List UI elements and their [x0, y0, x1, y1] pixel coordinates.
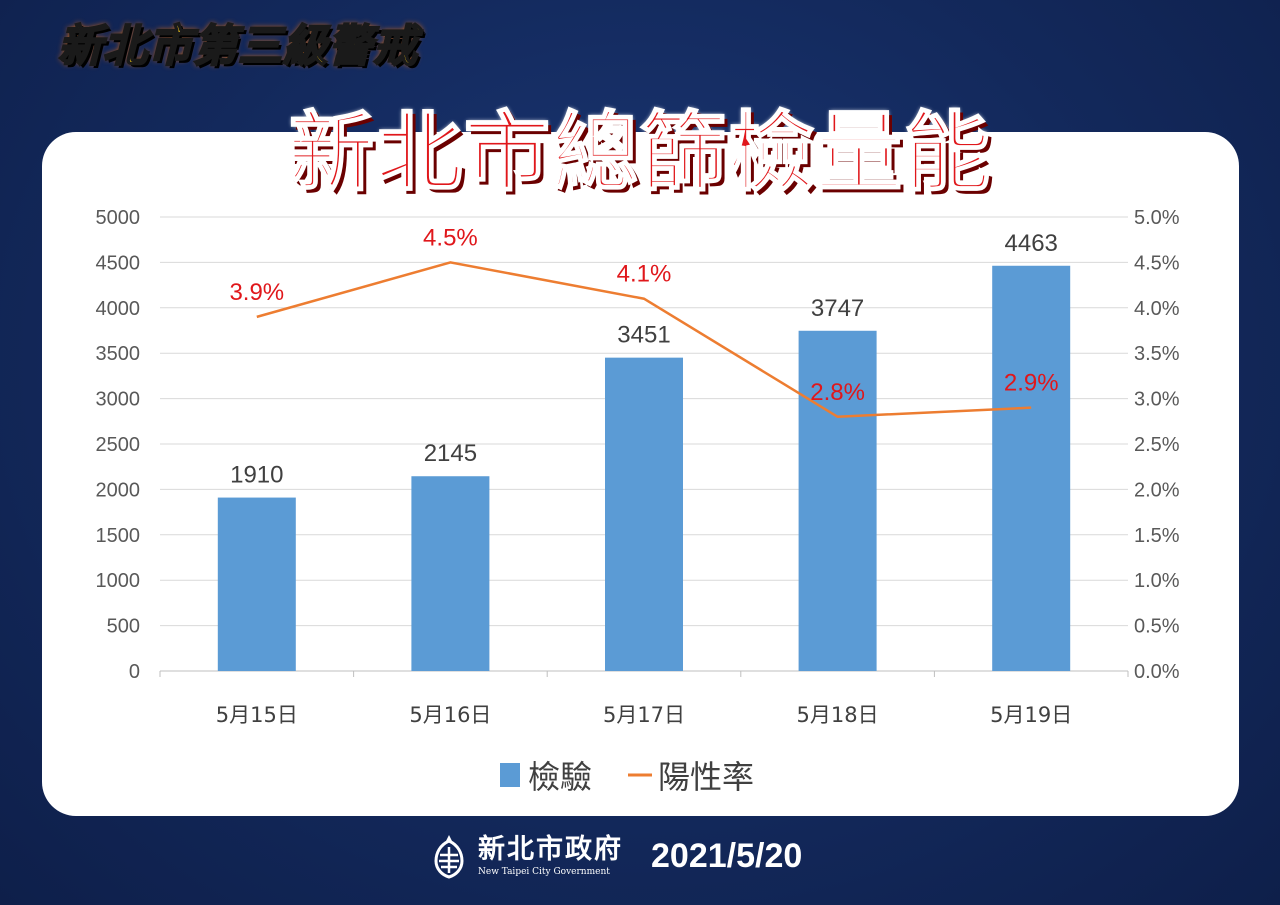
y-tick-label: 2500	[96, 434, 141, 456]
y-tick-label: 1000	[96, 570, 141, 592]
y-tick-label: 2000	[96, 479, 141, 501]
y2-tick-label: 1.0%	[1134, 570, 1180, 592]
bar	[992, 265, 1071, 671]
y2-tick-label: 5.0%	[1134, 207, 1180, 229]
bar-data-label: 3451	[617, 322, 670, 349]
report-date: 2021/5/20	[651, 836, 803, 875]
y2-tick-label: 0.0%	[1134, 661, 1180, 683]
line-data-label: 2.9%	[1004, 370, 1059, 397]
y-tick-label: 5000	[96, 207, 141, 229]
legend-bar-label: 檢驗	[528, 758, 592, 796]
legend-bar-swatch	[500, 763, 520, 787]
line-data-label: 3.9%	[229, 279, 284, 306]
y-tick-label: 4500	[96, 252, 141, 274]
bar-data-label: 4463	[1005, 230, 1058, 257]
x-tick-label: 5月19日	[990, 703, 1072, 727]
x-tick-label: 5月17日	[603, 703, 685, 727]
y2-tick-label: 1.5%	[1134, 525, 1180, 547]
page-title: 新北市總篩檢量能	[287, 102, 992, 204]
y-tick-label: 0	[129, 661, 140, 683]
x-tick-label: 5月16日	[409, 703, 491, 727]
bar	[411, 476, 490, 671]
line-data-label: 2.8%	[810, 379, 865, 406]
y-tick-label: 3500	[96, 343, 141, 365]
bar-data-label: 3747	[811, 295, 864, 322]
legend-line-label: 陽性率	[658, 758, 754, 796]
y-tick-label: 500	[107, 616, 140, 638]
y2-tick-label: 3.0%	[1134, 389, 1180, 411]
org-name-english: New Taipei City Government	[478, 867, 610, 877]
x-tick-label: 5月15日	[216, 703, 298, 727]
y-tick-label: 3000	[96, 389, 141, 411]
alert-level-banner: 新北市第三級警戒	[57, 20, 418, 73]
y-tick-label: 1500	[96, 525, 141, 547]
y2-tick-label: 2.5%	[1134, 434, 1180, 456]
org-name: 新北市政府	[478, 834, 623, 865]
y-tick-label: 4000	[96, 298, 141, 320]
bar	[605, 357, 683, 671]
line-data-label: 4.1%	[617, 261, 672, 288]
city-government-logo-icon	[434, 835, 464, 879]
line-data-label: 4.5%	[423, 224, 478, 251]
bar	[217, 497, 296, 671]
y2-tick-label: 0.5%	[1134, 616, 1180, 638]
bar	[798, 330, 877, 671]
x-tick-label: 5月18日	[797, 703, 879, 727]
footer: 新北市政府 New Taipei City Government 2021/5/…	[428, 826, 802, 886]
positive-rate-line	[256, 261, 1032, 419]
y2-tick-label: 4.5%	[1134, 252, 1180, 274]
y2-tick-label: 2.0%	[1134, 479, 1180, 501]
y2-tick-label: 4.0%	[1134, 298, 1180, 320]
bar-data-label: 1910	[230, 462, 283, 489]
bar-data-label: 2145	[424, 440, 477, 467]
y2-tick-label: 3.5%	[1134, 343, 1180, 365]
